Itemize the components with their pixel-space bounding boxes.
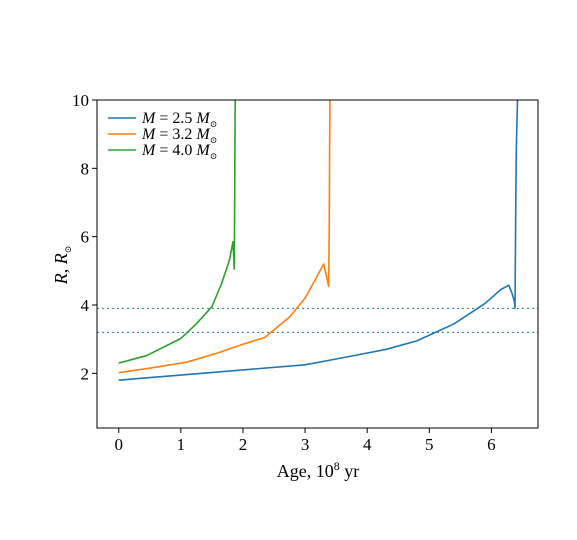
y-tick-label: 6 bbox=[81, 228, 90, 247]
reference-lines bbox=[97, 307, 538, 333]
x-tick-label: 2 bbox=[239, 435, 248, 454]
series-line-4-0 bbox=[118, 99, 236, 364]
y-tick-label: 2 bbox=[81, 364, 90, 383]
plot-background bbox=[97, 100, 538, 428]
y-tick-label: 4 bbox=[81, 296, 90, 315]
x-axis-label: Age, 108 yr bbox=[277, 459, 360, 481]
series-layer bbox=[118, 99, 519, 381]
series-line-2-5 bbox=[118, 99, 519, 381]
x-tick-label: 4 bbox=[363, 435, 372, 454]
x-tick-label: 5 bbox=[425, 435, 434, 454]
legend-label: M = 2.5 M⊙ bbox=[141, 110, 217, 129]
y-tick-label: 8 bbox=[81, 159, 90, 178]
x-tick-label: 1 bbox=[177, 435, 186, 454]
y-axis: 2 4 6 8 10 bbox=[72, 91, 97, 383]
plot-frame bbox=[96, 99, 539, 429]
series-line-3-2 bbox=[118, 99, 331, 374]
y-tick-label: 10 bbox=[72, 91, 89, 110]
legend-label: M = 4.0 M⊙ bbox=[141, 142, 217, 161]
x-tick-label: 3 bbox=[301, 435, 310, 454]
y-axis-label: R, R⊙ bbox=[51, 246, 73, 286]
legend: M = 2.5 M⊙M = 3.2 M⊙M = 4.0 M⊙ bbox=[108, 110, 217, 161]
x-tick-label: 0 bbox=[114, 435, 123, 454]
legend-label: M = 3.2 M⊙ bbox=[141, 126, 217, 145]
x-tick-label: 6 bbox=[487, 435, 496, 454]
x-axis: 0 1 2 3 4 5 6 bbox=[114, 428, 496, 454]
